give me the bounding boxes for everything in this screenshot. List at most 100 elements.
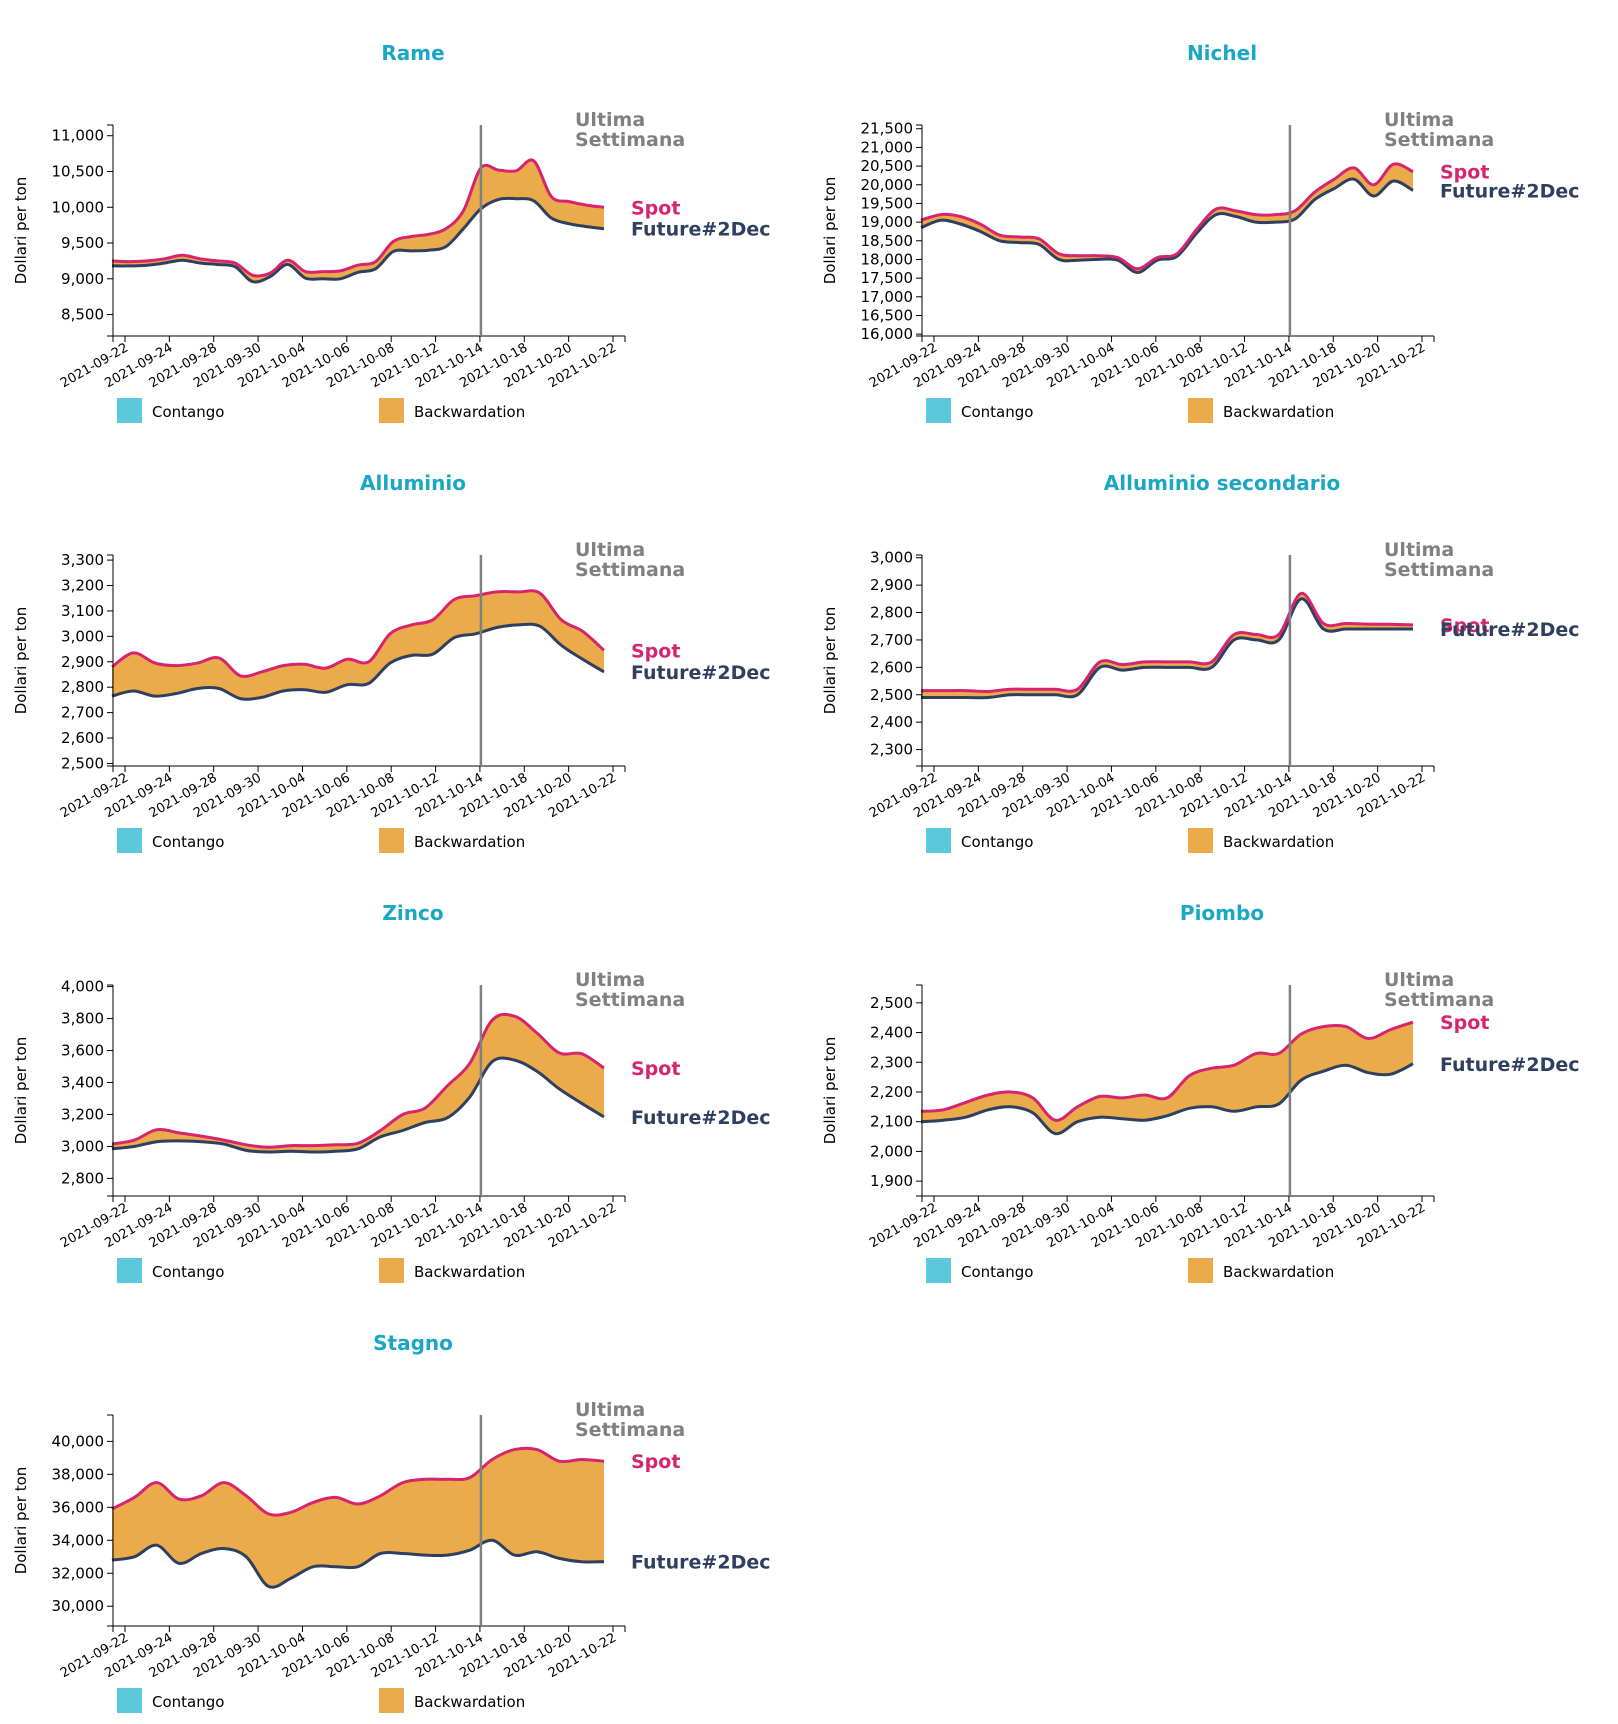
chart-title: Alluminio (360, 471, 466, 495)
y-tick-label: 17,000 (861, 288, 914, 306)
backwardation-area (112, 590, 604, 700)
y-tick-label: 19,500 (861, 194, 914, 212)
legend-swatch-backwardation (379, 1258, 404, 1283)
y-tick-label: 2,200 (870, 1083, 913, 1101)
legend-label-backwardation: Backwardation (1223, 833, 1334, 851)
y-tick-label: 2,500 (61, 754, 104, 772)
future-label: Future#2Dec (631, 1552, 771, 1574)
y-tick-label: 9,500 (61, 234, 104, 252)
chart-zinco: Zinco 2,800 3,000 3,200 3,400 3,600 3,800 4,000… (12, 901, 771, 1283)
y-tick-label: 38,000 (52, 1465, 105, 1483)
y-axis-label: Dollari per ton (821, 607, 839, 715)
chart-stagno: Stagno 30,000 32,000 34,000 36,000 38,000 40,0… (12, 1331, 771, 1713)
y-tick-label: 2,500 (870, 994, 913, 1012)
y-tick-label: 2,600 (870, 658, 913, 676)
marker-label-settimana: Settimana (1384, 559, 1494, 581)
legend-swatch-backwardation (1188, 828, 1213, 853)
y-tick-label: 11,000 (52, 127, 105, 145)
legend-label-contango: Contango (961, 1263, 1033, 1281)
marker-label-settimana: Settimana (1384, 129, 1494, 151)
legend-swatch-contango (926, 1258, 951, 1283)
y-tick-label: 18,000 (861, 250, 914, 268)
legend-label-backwardation: Backwardation (414, 833, 525, 851)
legend-swatch-contango (117, 828, 142, 853)
chart-alluminio: Alluminio 2,500 2,600 2,700 2,800 2,900 3,000 3… (12, 471, 771, 853)
marker-label-settimana: Settimana (1384, 989, 1494, 1011)
future-label: Future#2Dec (631, 219, 771, 241)
future-line (921, 597, 1413, 700)
y-tick-label: 3,400 (61, 1074, 104, 1092)
future-line (111, 1056, 605, 1154)
legend-label-backwardation: Backwardation (414, 1693, 525, 1711)
future-label: Future#2Dec (1440, 619, 1580, 641)
chart-panel-rame: Rame 8,500 9,000 9,500 10,000 10,500 11,000 202… (0, 0, 800, 430)
y-tick-label: 4,000 (61, 978, 104, 996)
marker-label-settimana: Settimana (575, 1419, 685, 1441)
chart-alluminio-secondario: Alluminio secondario 2,300 2,400 2,500 2,600… (821, 471, 1580, 853)
legend-label-contango: Contango (152, 403, 224, 421)
y-tick-label: 17,500 (861, 269, 914, 287)
chart-title: Zinco (382, 901, 443, 925)
marker-label-ultima: Ultima (1384, 109, 1454, 131)
y-tick-label: 34,000 (52, 1531, 105, 1549)
marker-label-settimana: Settimana (575, 129, 685, 151)
y-tick-label: 32,000 (52, 1564, 105, 1582)
spot-label: Spot (631, 1058, 680, 1080)
legend-label-backwardation: Backwardation (414, 1263, 525, 1281)
spot-label: Spot (1440, 162, 1489, 184)
y-tick-label: 2,300 (870, 1053, 913, 1071)
y-tick-label: 20,000 (861, 176, 914, 194)
y-tick-label: 18,500 (861, 232, 914, 250)
y-tick-label: 2,100 (870, 1113, 913, 1131)
future-label: Future#2Dec (631, 1107, 771, 1129)
marker-label-ultima: Ultima (1384, 539, 1454, 561)
future-line (920, 177, 1414, 275)
chart-title: Nichel (1187, 41, 1257, 65)
marker-label-ultima: Ultima (575, 109, 645, 131)
legend-swatch-contango (117, 1258, 142, 1283)
y-tick-label: 3,100 (61, 602, 104, 620)
y-tick-label: 3,200 (61, 577, 104, 595)
chart-title: Piombo (1180, 901, 1264, 925)
spot-label: Spot (1440, 615, 1489, 637)
y-tick-label: 2,800 (870, 604, 913, 622)
future-line (111, 1538, 605, 1589)
y-tick-label: 2,400 (870, 713, 913, 731)
y-tick-label: 10,000 (52, 198, 105, 216)
y-tick-label: 3,800 (61, 1010, 104, 1028)
spot-label: Spot (631, 640, 680, 662)
y-tick-label: 2,000 (870, 1142, 913, 1160)
y-tick-label: 16,000 (861, 325, 914, 343)
legend-swatch-contango (117, 398, 142, 423)
legend-label-contango: Contango (961, 833, 1033, 851)
y-tick-label: 9,000 (61, 270, 104, 288)
legend-label-backwardation: Backwardation (1223, 1263, 1334, 1281)
y-axis-label: Dollari per ton (12, 1037, 30, 1145)
spot-label: Spot (1440, 1012, 1489, 1034)
y-tick-label: 2,900 (870, 576, 913, 594)
y-tick-label: 16,500 (861, 306, 914, 324)
chart-rame: Rame8,5009,0009,50010,00010,50011,000202… (12, 41, 771, 423)
chart-panel-alluminio: Alluminio 2,500 2,600 2,700 2,800 2,900 3,000 3… (0, 430, 800, 860)
y-tick-label: 2,800 (61, 678, 104, 696)
legend-label-contango: Contango (152, 833, 224, 851)
legend-swatch-contango (926, 828, 951, 853)
chart-nichel: Nichel 16,00016,50017,00017,50018,00018,5… (821, 41, 1580, 423)
legend-swatch-backwardation (379, 828, 404, 853)
legend-label-contango: Contango (152, 1693, 224, 1711)
spot-label: Spot (631, 1451, 680, 1473)
legend-swatch-backwardation (1188, 398, 1213, 423)
spot-label: Spot (631, 197, 680, 219)
backwardation-area (112, 1014, 604, 1153)
backwardation-area (921, 163, 1413, 273)
y-tick-label: 2,700 (61, 704, 104, 722)
marker-label-ultima: Ultima (575, 539, 645, 561)
future-label: Future#2Dec (631, 662, 771, 684)
marker-label-settimana: Settimana (575, 559, 685, 581)
y-tick-label: 3,300 (61, 551, 104, 569)
y-tick-label: 2,500 (870, 686, 913, 704)
y-tick-label: 36,000 (52, 1498, 105, 1516)
chart-title: Alluminio secondario (1104, 471, 1341, 495)
legend-label-contango: Contango (961, 403, 1033, 421)
